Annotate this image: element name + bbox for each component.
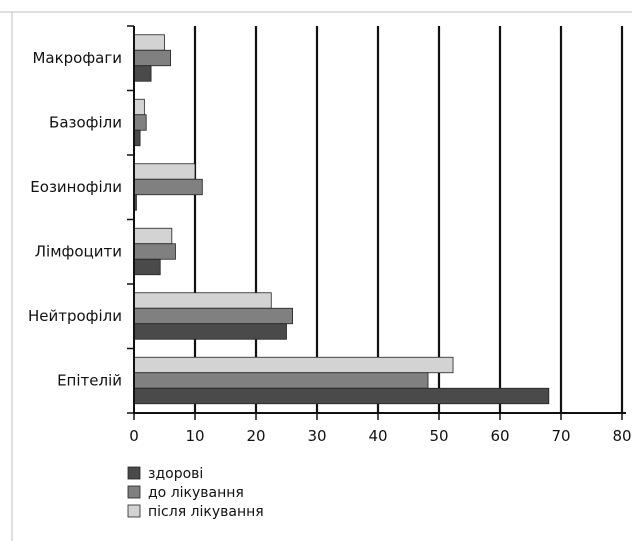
category-label: Базофіли	[49, 114, 122, 132]
category-label: Епітелій	[57, 372, 122, 390]
legend-label: здорові	[148, 466, 203, 482]
category-label: Макрофаги	[32, 49, 122, 67]
bar-нейтрофіли-до-лікування	[133, 307, 294, 325]
x-tick-label: 0	[129, 427, 139, 445]
legend-label: після лікування	[148, 504, 264, 520]
bar-базофіли-до-лікування	[133, 114, 147, 131]
bars	[133, 34, 550, 405]
legend-swatch-здорові	[127, 466, 141, 480]
bar-еозинофіли-до-лікування	[133, 178, 203, 196]
bar-макрофаги-після-лікування	[133, 34, 165, 51]
bar-макрофаги-до-лікування	[133, 49, 171, 67]
bar-епітелій-після-лікування	[133, 356, 454, 374]
category-label: Еозинофіли	[30, 178, 122, 196]
bar-лімфоцити-після-лікування	[133, 227, 173, 245]
bar-базофіли-після-лікування	[133, 98, 145, 116]
bar-нейтрофіли-здорові	[133, 323, 287, 340]
legend-swatch-після-лікування	[127, 504, 141, 518]
x-tick-label: 70	[551, 427, 570, 445]
category-label: Нейтрофіли	[28, 307, 122, 325]
bar-макрофаги-здорові	[133, 65, 152, 82]
x-tick-label: 50	[429, 427, 448, 445]
bar-еозинофіли-після-лікування	[133, 163, 196, 180]
bar-епітелій-до-лікування	[133, 372, 429, 389]
x-tick-label: 30	[307, 427, 326, 445]
x-tick-label: 40	[368, 427, 387, 445]
x-tick-label: 10	[185, 427, 204, 445]
x-tick-label: 80	[612, 427, 631, 445]
axes	[127, 25, 626, 420]
x-tick-label: 20	[246, 427, 265, 445]
grid-lines	[193, 26, 624, 413]
category-label: Лімфоцити	[35, 243, 122, 261]
bar-нейтрофіли-після-лікування	[133, 292, 272, 309]
bar-лімфоцити-до-лікування	[133, 243, 176, 260]
x-tick-label: 60	[490, 427, 509, 445]
legend-swatch-до-лікування	[127, 485, 141, 499]
bar-епітелій-здорові	[133, 387, 550, 405]
legend-label: до лікування	[148, 485, 244, 501]
labels: Макрофаги Базофіли Еозинофіли Лімфоцити Нейт…	[28, 49, 632, 445]
bar-лімфоцити-здорові	[133, 258, 161, 276]
legend: здорові до лікування після лікування	[127, 466, 264, 520]
